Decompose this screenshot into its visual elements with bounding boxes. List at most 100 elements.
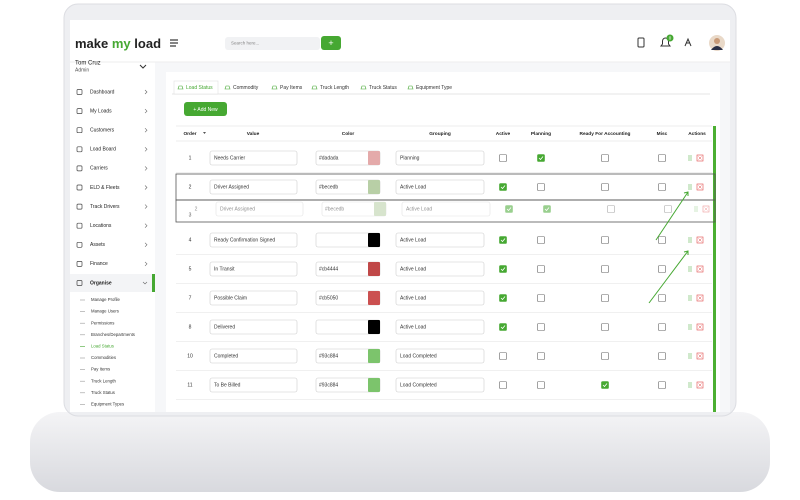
menu-item[interactable]: Customers [90,128,115,134]
checkbox[interactable] [505,205,513,213]
checkbox[interactable] [537,352,545,360]
menu-item[interactable]: Track Drivers [90,204,120,210]
menu-item[interactable]: Assets [90,242,106,248]
checkbox[interactable] [499,294,507,302]
checkbox[interactable] [543,205,551,213]
color-swatch[interactable] [368,378,380,392]
color-swatch[interactable] [368,320,380,334]
menu-item[interactable]: Locations [90,223,112,229]
user-dropdown[interactable] [139,64,147,69]
submenu-item[interactable]: Permissions [91,320,114,325]
grouping-input[interactable] [395,179,485,195]
search-add-button[interactable] [321,36,341,50]
drag-icon[interactable] [688,353,692,359]
checkbox[interactable] [601,381,609,389]
bell-icon[interactable] [660,37,671,47]
submenu-item[interactable]: Commodities [91,355,116,360]
submenu-item[interactable]: Equipment Types [91,402,124,407]
checkbox[interactable] [537,294,545,302]
checkbox[interactable] [658,352,666,360]
grouping-input[interactable] [395,377,485,393]
add-new-button[interactable] [184,102,227,116]
submenu-item[interactable]: Pay Items [91,367,110,372]
drag-icon[interactable] [688,266,692,272]
checkbox[interactable] [537,381,545,389]
submenu-item[interactable]: Truck Status [91,390,115,395]
checkbox[interactable] [537,236,545,244]
menu-item[interactable]: Organise [90,280,112,286]
checkbox[interactable] [658,323,666,331]
checkbox[interactable] [658,381,666,389]
grouping-input[interactable] [395,348,485,364]
drag-icon[interactable] [688,324,692,330]
value-input[interactable] [209,348,298,364]
tab[interactable]: Commodity [233,85,259,91]
grouping-input[interactable] [395,319,485,335]
grouping-input[interactable] [401,201,491,217]
value-input[interactable] [209,232,298,248]
submenu-item[interactable]: Branches/Departments [91,332,135,337]
grouping-input[interactable] [395,150,485,166]
color-swatch[interactable] [368,262,380,276]
submenu-item[interactable]: Load Status [91,344,114,349]
checkbox[interactable] [499,381,507,389]
grouping-input[interactable] [395,232,485,248]
drag-icon[interactable] [688,237,692,243]
checkbox[interactable] [601,154,609,162]
checkbox[interactable] [499,183,507,191]
checkbox[interactable] [601,265,609,273]
checkbox[interactable] [499,265,507,273]
drag-icon[interactable] [688,382,692,388]
checkbox[interactable] [499,154,507,162]
checkbox[interactable] [601,183,609,191]
tab[interactable]: Truck Length [320,85,349,91]
menu-item[interactable]: Load Board [90,147,116,153]
menu-item[interactable]: Carriers [90,166,108,172]
drag-icon[interactable] [688,295,692,301]
submenu-item[interactable]: Manage Users [91,309,119,314]
value-input[interactable] [209,150,298,166]
value-input[interactable] [209,290,298,306]
checkbox[interactable] [601,294,609,302]
menu-item[interactable]: ELD & Fleets [90,185,120,191]
color-swatch[interactable] [374,202,386,216]
checkbox[interactable] [499,323,507,331]
value-input[interactable] [209,377,298,393]
checkbox[interactable] [601,352,609,360]
search-box[interactable] [225,37,320,50]
drag-icon[interactable] [688,155,692,161]
checkbox[interactable] [601,323,609,331]
checkbox[interactable] [658,154,666,162]
color-swatch[interactable] [368,233,380,247]
checkbox[interactable] [658,236,666,244]
hamburger[interactable] [170,39,178,47]
menu-item[interactable]: Dashboard [90,89,115,95]
checkbox[interactable] [537,183,545,191]
checkbox[interactable] [664,205,672,213]
document-icon[interactable] [637,37,645,48]
grouping-input[interactable] [395,261,485,277]
color-swatch[interactable] [368,291,380,305]
checkbox[interactable] [601,236,609,244]
checkbox[interactable] [537,323,545,331]
checkbox[interactable] [658,183,666,191]
color-swatch[interactable] [368,151,380,165]
tab[interactable]: Load Status [186,85,213,91]
tab[interactable]: Equipment Type [416,85,452,91]
tab[interactable]: Truck Status [369,85,397,91]
grouping-input[interactable] [395,290,485,306]
checkbox[interactable] [607,205,615,213]
checkbox[interactable] [537,154,545,162]
submenu-item[interactable]: Truck Length [91,378,117,383]
map-icon[interactable] [684,37,692,47]
value-input[interactable] [215,201,304,217]
color-swatch[interactable] [368,349,380,363]
menu-item[interactable]: My Loads [90,108,112,114]
drag-icon[interactable] [688,184,692,190]
checkbox[interactable] [658,265,666,273]
tab[interactable]: Pay Items [280,85,303,91]
checkbox[interactable] [499,236,507,244]
value-input[interactable] [209,261,298,277]
menu-item[interactable]: Finance [90,261,108,267]
value-input[interactable] [209,179,298,195]
